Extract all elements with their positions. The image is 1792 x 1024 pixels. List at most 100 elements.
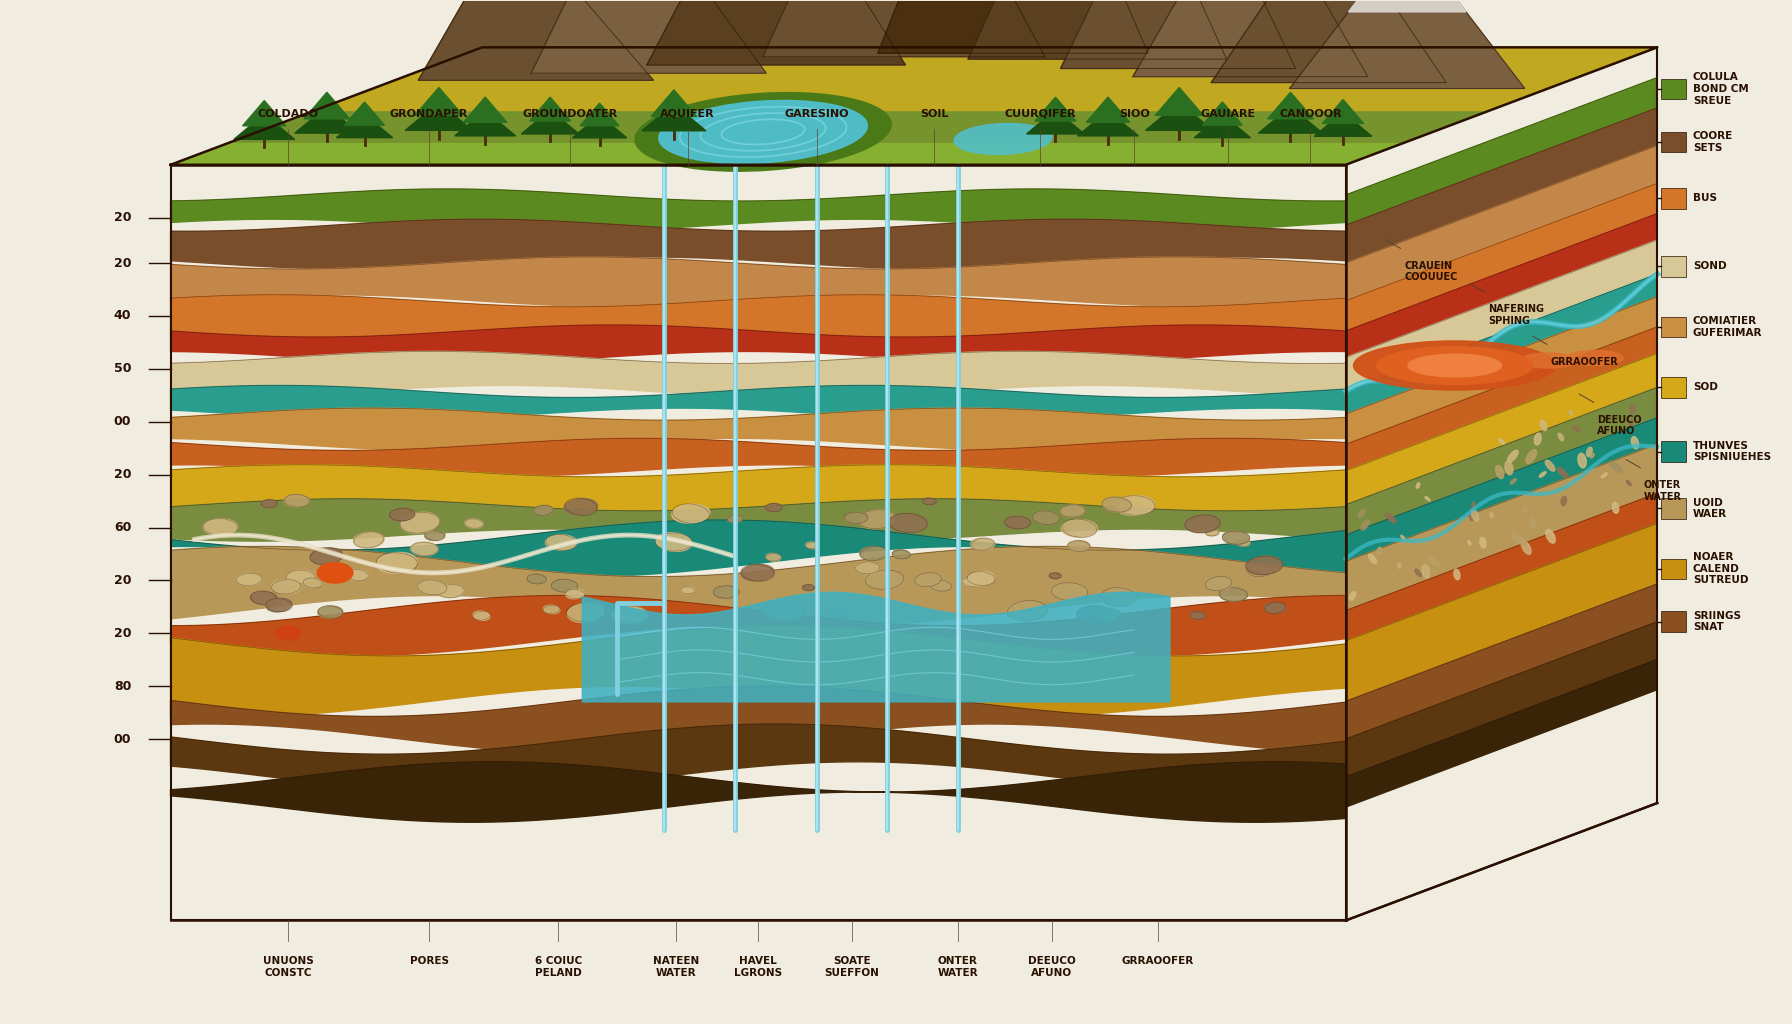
Polygon shape — [170, 762, 1346, 822]
Ellipse shape — [1511, 534, 1525, 545]
Ellipse shape — [1561, 497, 1566, 506]
Ellipse shape — [1602, 473, 1607, 477]
Text: ONTER
WATER: ONTER WATER — [1643, 480, 1683, 502]
FancyBboxPatch shape — [1661, 498, 1686, 518]
Polygon shape — [233, 115, 294, 139]
Text: UOID
WAER: UOID WAER — [1693, 498, 1727, 519]
Text: BUS: BUS — [1693, 194, 1717, 204]
Ellipse shape — [473, 611, 489, 621]
Ellipse shape — [1007, 601, 1048, 621]
Polygon shape — [344, 102, 385, 125]
Polygon shape — [1346, 523, 1658, 701]
Ellipse shape — [1061, 519, 1097, 537]
Ellipse shape — [1523, 506, 1527, 513]
Polygon shape — [1346, 584, 1658, 739]
Polygon shape — [170, 499, 1346, 541]
Ellipse shape — [923, 498, 935, 505]
Text: PORES: PORES — [410, 956, 448, 967]
Polygon shape — [1346, 444, 1658, 610]
Ellipse shape — [803, 585, 815, 591]
Text: CRAUEIN
COOUUEC: CRAUEIN COOUUEC — [1403, 261, 1457, 283]
Ellipse shape — [1369, 554, 1376, 563]
Text: NATEEN
WATER: NATEEN WATER — [652, 956, 699, 978]
Polygon shape — [1133, 0, 1367, 77]
Ellipse shape — [202, 519, 238, 536]
Ellipse shape — [545, 535, 577, 550]
Polygon shape — [878, 0, 1007, 53]
Polygon shape — [242, 100, 287, 126]
Polygon shape — [1346, 274, 1658, 414]
Ellipse shape — [1520, 353, 1577, 368]
Polygon shape — [1145, 102, 1213, 130]
Text: DEEUCO
AFUNO: DEEUCO AFUNO — [1597, 415, 1641, 436]
Text: COLULA
BOND CM
SREUE: COLULA BOND CM SREUE — [1693, 73, 1749, 105]
Ellipse shape — [464, 519, 484, 528]
Polygon shape — [170, 724, 1346, 792]
Ellipse shape — [728, 515, 742, 523]
Polygon shape — [170, 351, 1346, 397]
Ellipse shape — [765, 504, 781, 512]
Polygon shape — [1077, 111, 1138, 136]
Ellipse shape — [534, 506, 554, 515]
Text: THUNVES
SPISNIUEHES: THUNVES SPISNIUEHES — [1693, 441, 1770, 463]
Text: GRRAOOFER: GRRAOOFER — [1550, 356, 1618, 367]
Text: 20: 20 — [115, 211, 131, 224]
Polygon shape — [170, 626, 1346, 717]
Text: ONTER
WATER: ONTER WATER — [937, 956, 978, 978]
Ellipse shape — [1625, 480, 1631, 485]
Polygon shape — [1348, 0, 1466, 12]
Ellipse shape — [1521, 541, 1530, 554]
Ellipse shape — [1423, 565, 1430, 579]
Ellipse shape — [914, 572, 941, 587]
Polygon shape — [530, 0, 625, 73]
Ellipse shape — [1471, 502, 1475, 508]
Polygon shape — [1314, 113, 1373, 136]
Ellipse shape — [1245, 556, 1283, 574]
Ellipse shape — [1358, 509, 1366, 517]
Ellipse shape — [1629, 419, 1633, 426]
Text: 50: 50 — [115, 362, 131, 376]
Circle shape — [276, 626, 301, 640]
Ellipse shape — [962, 578, 978, 586]
Polygon shape — [170, 257, 1346, 307]
Text: NOAER
CALEND
SUTREUD: NOAER CALEND SUTREUD — [1693, 552, 1749, 586]
Polygon shape — [1346, 659, 1658, 807]
Ellipse shape — [400, 512, 439, 534]
Ellipse shape — [418, 580, 446, 595]
Ellipse shape — [391, 508, 414, 521]
Polygon shape — [1346, 353, 1658, 505]
Text: SOD: SOD — [1693, 382, 1719, 392]
Ellipse shape — [1428, 557, 1439, 566]
Ellipse shape — [310, 548, 342, 564]
Ellipse shape — [855, 562, 880, 573]
Text: SRIINGS
SNAT: SRIINGS SNAT — [1693, 611, 1740, 633]
Ellipse shape — [1491, 513, 1493, 518]
Polygon shape — [581, 103, 618, 126]
Ellipse shape — [437, 585, 464, 598]
Polygon shape — [170, 596, 1346, 656]
Ellipse shape — [1468, 541, 1471, 545]
Text: 00: 00 — [115, 415, 131, 428]
Ellipse shape — [237, 573, 262, 586]
Polygon shape — [296, 106, 358, 133]
Polygon shape — [1346, 183, 1658, 331]
Ellipse shape — [410, 542, 437, 556]
Polygon shape — [1346, 622, 1658, 777]
Text: NAFERING
SPHING: NAFERING SPHING — [1487, 304, 1545, 326]
Polygon shape — [170, 547, 1346, 626]
Ellipse shape — [1530, 518, 1536, 528]
Polygon shape — [1211, 0, 1330, 83]
Text: 80: 80 — [115, 680, 131, 692]
Ellipse shape — [1511, 478, 1516, 484]
Polygon shape — [170, 465, 1346, 511]
Ellipse shape — [1398, 563, 1401, 568]
Polygon shape — [1036, 97, 1075, 121]
Polygon shape — [1346, 78, 1658, 225]
Ellipse shape — [930, 581, 952, 591]
Ellipse shape — [765, 553, 781, 561]
Ellipse shape — [1591, 454, 1595, 458]
Ellipse shape — [1425, 497, 1430, 501]
Ellipse shape — [1586, 447, 1593, 457]
Ellipse shape — [672, 504, 710, 523]
Polygon shape — [1258, 106, 1322, 133]
